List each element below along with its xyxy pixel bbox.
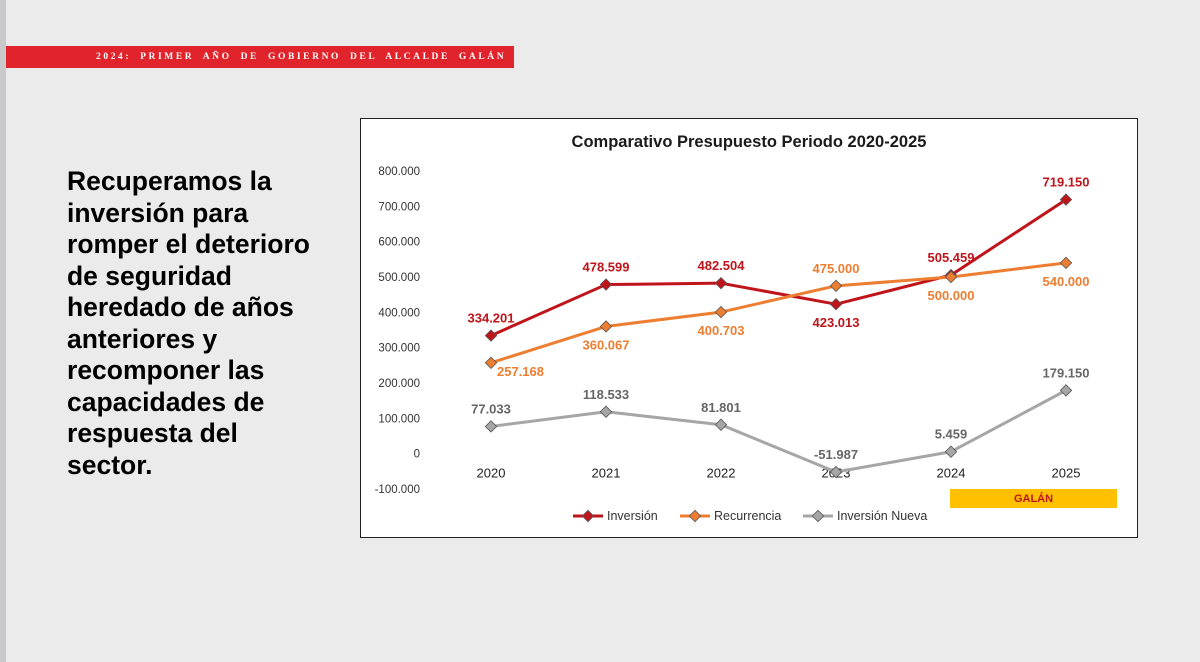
left-edge-bar <box>0 0 6 662</box>
legend-marker <box>581 509 595 523</box>
series-line-recurrencia <box>490 261 1067 365</box>
chart-frame: Comparativo Presupuesto Periodo 2020-202… <box>360 118 1138 538</box>
galan-highlight-box <box>950 489 1117 508</box>
galan-label: GALÁN <box>1014 492 1053 505</box>
headline-text: Recuperamos la inversión para romper el … <box>67 166 310 480</box>
x-tick-label: 2024 <box>937 466 966 481</box>
y-tick-label: 600.000 <box>378 237 420 249</box>
data-label: 475.000 <box>813 261 860 276</box>
x-tick-label: 2020 <box>477 466 506 481</box>
data-label: 540.000 <box>1043 274 1090 289</box>
y-tick-label: 200.000 <box>378 378 420 390</box>
data-point-marker <box>829 279 843 293</box>
data-label: 505.459 <box>928 250 975 265</box>
header-banner: 2024: PRIMER AÑO DE GOBIERNO DEL ALCALDE… <box>6 46 514 68</box>
y-tick-label: 400.000 <box>378 307 420 319</box>
data-point-marker <box>1059 384 1073 397</box>
legend-label: Recurrencia <box>714 509 781 523</box>
data-point-marker <box>1059 193 1073 206</box>
data-point-marker <box>484 420 498 433</box>
data-point-marker <box>484 329 498 342</box>
x-tick-label: 2022 <box>707 466 736 481</box>
data-point-marker <box>829 297 843 311</box>
data-point-marker <box>1059 256 1073 270</box>
data-point-marker <box>944 270 958 284</box>
y-tick-label: 300.000 <box>378 343 420 355</box>
data-point-marker <box>599 405 613 419</box>
legend-marker <box>688 509 702 523</box>
data-label: 5.459 <box>935 427 968 442</box>
y-tick-label: 0 <box>414 449 420 461</box>
data-point-marker <box>829 465 843 479</box>
series-line-inversión-nueva <box>490 389 1067 474</box>
y-tick-label: -100.000 <box>375 484 420 496</box>
banner-text: 2024: PRIMER AÑO DE GOBIERNO DEL ALCALDE… <box>96 52 507 62</box>
data-label: 334.201 <box>468 311 515 326</box>
data-point-marker <box>599 278 613 291</box>
y-tick-label: 100.000 <box>378 413 420 425</box>
data-label: 423.013 <box>813 315 860 330</box>
legend-marker <box>811 509 825 523</box>
chart-title: Comparativo Presupuesto Periodo 2020-202… <box>572 133 927 151</box>
legend-label: Inversión <box>607 509 658 523</box>
data-label: 179.150 <box>1043 365 1090 380</box>
data-label: 360.067 <box>583 337 630 352</box>
y-tick-label: 500.000 <box>378 272 420 284</box>
data-point-marker <box>714 418 728 431</box>
data-point-marker <box>484 356 498 370</box>
data-point-marker <box>714 305 728 319</box>
data-label: 81.801 <box>701 400 741 415</box>
data-label: 500.000 <box>928 288 975 303</box>
series-line-inversión <box>490 198 1067 337</box>
x-tick-label: 2021 <box>592 466 621 481</box>
data-point-marker <box>944 445 958 458</box>
data-label: 478.599 <box>583 260 630 275</box>
data-label: 719.150 <box>1043 175 1090 190</box>
data-label: -51.987 <box>814 447 858 462</box>
y-tick-label: 700.000 <box>378 201 420 213</box>
legend-label: Inversión Nueva <box>837 509 927 523</box>
data-point-marker <box>714 276 728 290</box>
data-label: 77.033 <box>471 401 511 416</box>
y-tick-label: 800.000 <box>378 166 420 178</box>
data-point-marker <box>599 320 613 333</box>
data-label: 482.504 <box>698 258 746 273</box>
data-label: 118.533 <box>583 387 629 402</box>
x-tick-label: 2025 <box>1052 466 1081 481</box>
budget-line-chart: Comparativo Presupuesto Periodo 2020-202… <box>375 133 1117 523</box>
data-label: 257.168 <box>497 364 544 379</box>
data-label: 400.703 <box>698 323 745 338</box>
